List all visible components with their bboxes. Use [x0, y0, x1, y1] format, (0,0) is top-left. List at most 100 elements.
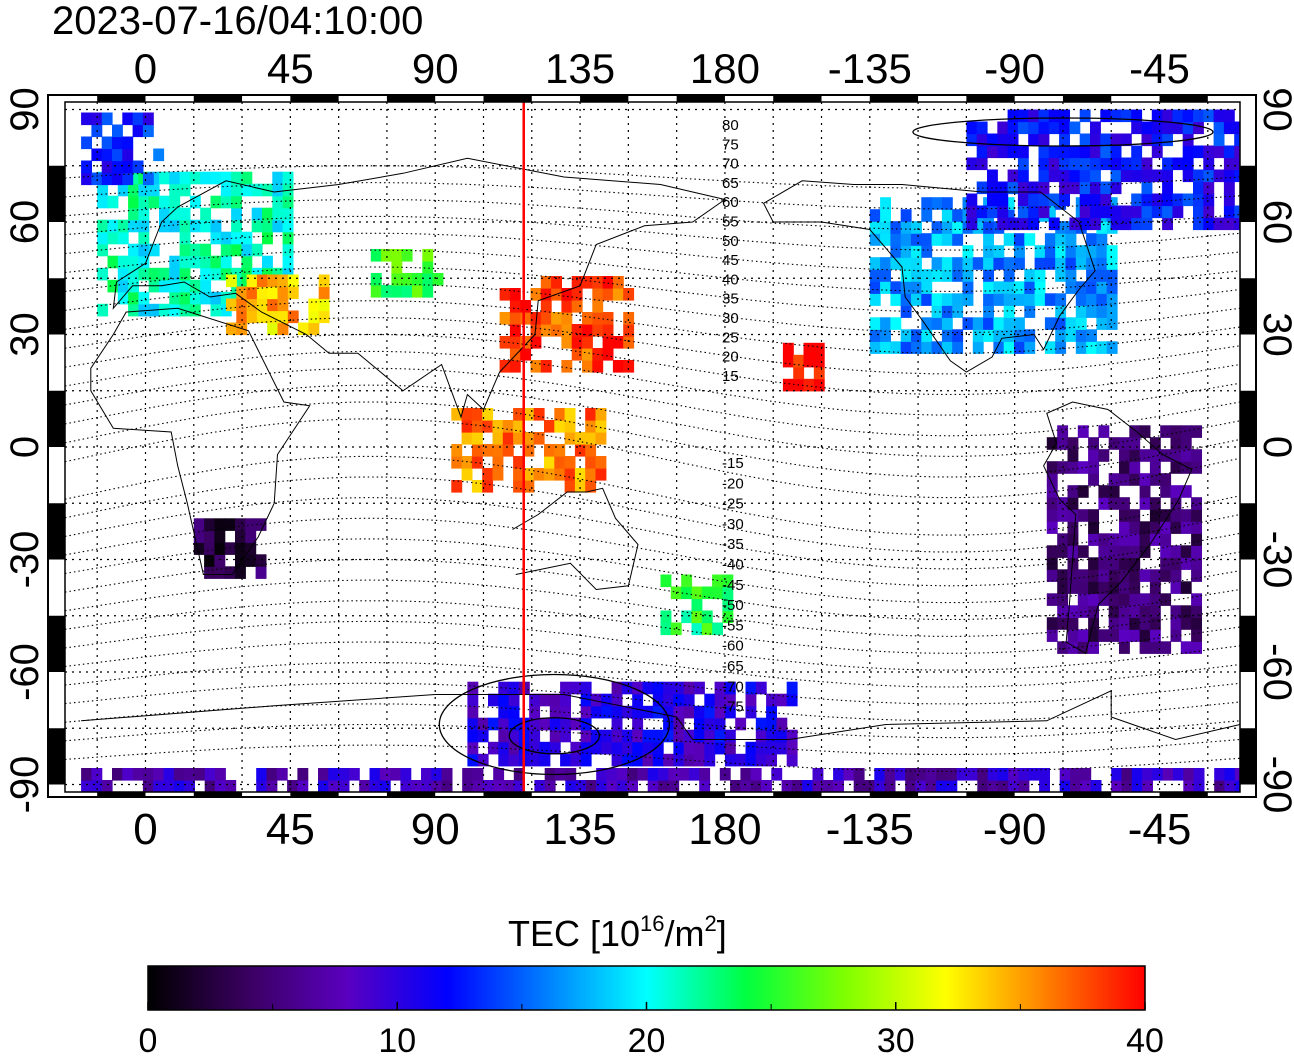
contour-line: [65, 215, 1240, 251]
tec-cell: [580, 717, 592, 731]
tec-cell: [1193, 121, 1204, 135]
border-bar-bottom: [966, 792, 1015, 797]
tec-cell: [159, 171, 170, 185]
north-pole-oval: [912, 117, 1214, 147]
tec-cell: [472, 768, 484, 781]
tec-cell: [107, 255, 119, 269]
tec-cell: [1057, 581, 1069, 594]
tec-observations: [81, 109, 1240, 792]
tec-cell: [561, 336, 573, 349]
tec-cell: [911, 257, 922, 270]
tec-cell: [169, 267, 181, 281]
tec-cell: [1131, 217, 1143, 231]
tec-cell: [776, 741, 788, 755]
tec-cell: [921, 245, 933, 258]
border-bar-top: [1062, 95, 1112, 102]
tec-cell: [1044, 245, 1056, 258]
tec-cell: [277, 322, 289, 336]
tec-cell: [683, 693, 695, 707]
tec-cell: [215, 768, 226, 781]
tec-cell: [890, 233, 902, 246]
tec-cell: [1088, 509, 1099, 522]
tec-cell: [1080, 780, 1092, 792]
tec-cell: [813, 378, 825, 392]
tec-cell: [1065, 329, 1077, 342]
tec-cell: [1077, 641, 1089, 654]
timestamp-title: 2023-07-16/04:10:00: [52, 0, 423, 43]
tec-cell: [101, 172, 113, 186]
contour-label: 45: [722, 252, 739, 269]
tec-cell: [1003, 293, 1015, 306]
tec-cell: [381, 249, 392, 262]
tec-cell: [1055, 293, 1067, 306]
tec-cell: [318, 768, 329, 781]
tec-cell: [1119, 473, 1130, 486]
tec-cell: [1044, 341, 1056, 354]
tec-cell: [966, 133, 978, 147]
tec-cell: [1088, 461, 1099, 474]
tec-cell: [993, 341, 1005, 354]
tec-cell: [471, 444, 483, 457]
tec-cell: [735, 717, 747, 731]
tec-cell: [596, 780, 608, 792]
tec-cell: [997, 768, 1009, 781]
tec-cell: [1007, 181, 1019, 195]
tec-cell: [952, 341, 964, 354]
tec-cell: [1193, 193, 1204, 207]
tec-cell: [921, 209, 933, 222]
tec-cell: [983, 317, 994, 330]
tec-cell: [1170, 485, 1182, 498]
tec-cell: [1057, 533, 1069, 546]
tec-cell: [1149, 437, 1161, 450]
tec-cell: [952, 269, 964, 282]
contour-label: -65: [722, 658, 744, 675]
tec-cell: [1223, 205, 1235, 219]
tec-cell: [1110, 157, 1122, 171]
top-lon-label: 180: [690, 45, 760, 92]
tec-cell: [704, 717, 716, 731]
tec-cell: [813, 342, 825, 356]
tec-cell: [1038, 145, 1050, 159]
tec-cell: [122, 172, 134, 186]
contour-line: [65, 620, 1240, 671]
tec-cell: [1046, 473, 1058, 486]
tec-cell: [533, 432, 545, 445]
tec-cell: [241, 243, 253, 257]
left-lat-label: 0: [3, 436, 47, 458]
tec-cell: [369, 768, 381, 781]
tec-cell: [735, 753, 747, 767]
tec-cell: [1162, 133, 1173, 147]
tec-cell: [1007, 121, 1019, 135]
tec-cell: [1120, 157, 1132, 171]
contour-line: [65, 266, 1240, 313]
tec-cell: [189, 219, 201, 233]
tec-cell: [262, 267, 273, 281]
tec-cell: [1017, 169, 1029, 183]
tec-cell: [967, 768, 978, 781]
tec-cell: [993, 293, 1005, 306]
tec-cell: [509, 288, 521, 301]
coastlines: [81, 157, 1240, 741]
tec-cell: [107, 279, 119, 293]
border-bar-left: [48, 728, 65, 785]
tec-cell: [1149, 509, 1161, 522]
tec-cell: [694, 753, 705, 767]
tec-cell: [200, 243, 212, 257]
tec-cell: [561, 300, 573, 313]
tec-cell: [1151, 121, 1163, 135]
tec-cell: [1142, 780, 1153, 792]
tec-cell: [722, 610, 734, 624]
tec-cell: [277, 298, 289, 312]
contour-line: [65, 517, 1240, 587]
tec-cell: [432, 273, 444, 286]
tec-cell: [1096, 257, 1108, 270]
tec-cell: [1077, 545, 1089, 558]
tec-cell: [502, 444, 514, 457]
tec-cell: [132, 124, 144, 138]
tec-cell: [1129, 509, 1141, 522]
tec-cell: [1077, 605, 1089, 618]
tec-cell: [724, 705, 736, 719]
tec-cell: [1088, 641, 1099, 654]
contour-labels: 80 75 70 65 60 55 50 45 40 35 30 25 20 15 -15 -20 -25 -30…: [722, 117, 744, 716]
tec-cell: [602, 348, 614, 361]
